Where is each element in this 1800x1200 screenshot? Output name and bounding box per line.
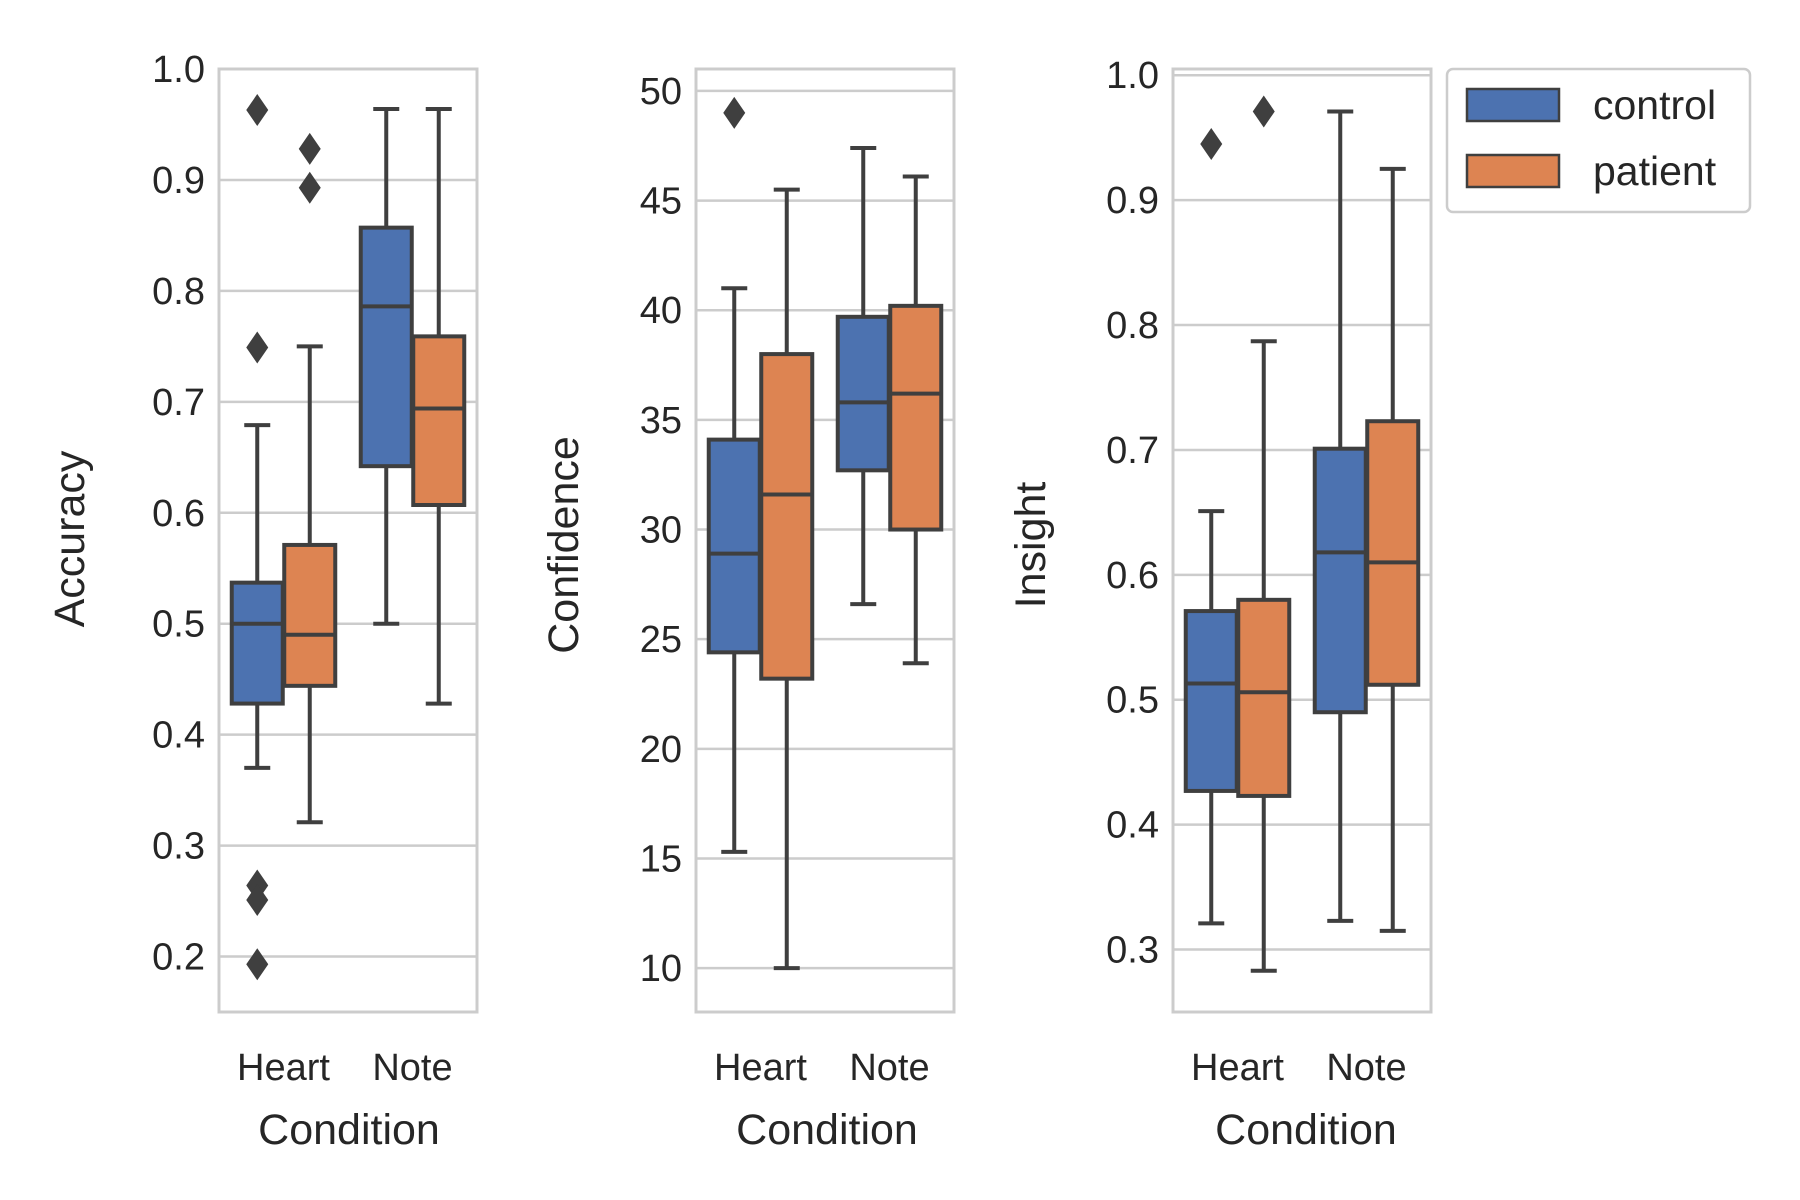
ytick-label-confidence: 45: [640, 181, 682, 223]
ylabel-insight: Insight: [1007, 482, 1055, 609]
box-accuracy-heart-control: [229, 580, 285, 706]
box-insight-note-control: [1312, 446, 1368, 715]
legend-label-patient: patient: [1593, 148, 1717, 194]
ytick-label-accuracy: 0.8: [152, 271, 205, 313]
panel-accuracy: Accuracy Condition 0.2 0.3 0.4 0.5 0.6 0.7 0.8…: [46, 49, 479, 1154]
ytick-label-accuracy: 0.4: [152, 715, 205, 757]
box-insight-note-patient: [1365, 419, 1421, 687]
ytick-label-confidence: 35: [640, 400, 682, 442]
xtick-label-insight: Heart: [1191, 1047, 1284, 1089]
box-accuracy-note-control: [358, 225, 414, 469]
xtick-label-insight: Note: [1326, 1047, 1406, 1089]
plot-frame-accuracy: [217, 67, 479, 1014]
ylabel-accuracy: Accuracy: [46, 450, 94, 627]
xtick-label-confidence: Note: [849, 1047, 929, 1089]
legend-swatch-patient: [1465, 153, 1561, 189]
ytick-label-confidence: 10: [640, 948, 682, 990]
outlier-accuracy-heart-control: [246, 94, 269, 127]
ytick-label-insight: 0.7: [1106, 430, 1159, 472]
xlabel-accuracy: Condition: [258, 1106, 440, 1154]
ytick-label-insight: 0.9: [1106, 180, 1159, 222]
ytick-label-accuracy: 0.6: [152, 493, 205, 535]
ytick-label-insight: 1.0: [1106, 55, 1159, 97]
box-confidence-note-patient: [888, 303, 944, 532]
outlier-insight-heart-patient: [1252, 95, 1275, 128]
box-insight-heart-control: [1183, 609, 1239, 793]
ytick-label-insight: 0.5: [1106, 680, 1159, 722]
ytick-label-confidence: 20: [640, 729, 682, 771]
ylabel-confidence: Confidence: [540, 436, 588, 654]
box-confidence-heart-control: [706, 437, 762, 655]
ytick-label-accuracy: 0.5: [152, 604, 205, 646]
xtick-label-accuracy: Heart: [237, 1047, 330, 1089]
ytick-label-confidence: 15: [640, 838, 682, 880]
xtick-label-confidence: Heart: [714, 1047, 807, 1089]
ytick-label-insight: 0.3: [1106, 930, 1159, 972]
box-accuracy-note-patient: [411, 334, 467, 507]
ytick-label-insight: 0.8: [1106, 305, 1159, 347]
xtick-label-accuracy: Note: [372, 1047, 452, 1089]
legend: control patient: [1445, 67, 1752, 214]
legend-label-control: control: [1593, 82, 1716, 128]
ytick-label-confidence: 50: [640, 71, 682, 113]
outlier-accuracy-heart-control: [246, 883, 269, 916]
ytick-label-confidence: 30: [640, 510, 682, 552]
outlier-accuracy-heart-control: [246, 948, 269, 981]
box-confidence-heart-patient: [759, 352, 815, 681]
box-accuracy-heart-patient: [282, 542, 338, 688]
ytick-label-accuracy: 0.9: [152, 160, 205, 202]
ytick-label-accuracy: 0.3: [152, 826, 205, 868]
xlabel-insight: Condition: [1215, 1106, 1397, 1154]
plot-frame-confidence: [694, 67, 956, 1014]
outlier-confidence-heart-control: [723, 96, 746, 129]
panel-insight: Insight Condition 0.3 0.4 0.5 0.6 0.7 0.8 0.9 1…: [1007, 55, 1433, 1154]
ytick-label-accuracy: 0.7: [152, 382, 205, 424]
outlier-insight-heart-control: [1200, 127, 1223, 160]
outlier-accuracy-heart-control: [246, 331, 269, 364]
ytick-label-insight: 0.4: [1106, 805, 1159, 847]
ytick-label-accuracy: 0.2: [152, 937, 205, 979]
box-insight-heart-patient: [1236, 597, 1292, 798]
outlier-accuracy-heart-patient: [298, 132, 321, 165]
ytick-label-accuracy: 1.0: [152, 49, 205, 91]
ytick-label-insight: 0.6: [1106, 555, 1159, 597]
ytick-label-confidence: 40: [640, 290, 682, 332]
xlabel-confidence: Condition: [736, 1106, 918, 1154]
plot-frame-insight: [1171, 67, 1433, 1014]
box-confidence-note-control: [835, 314, 891, 473]
legend-swatch-control: [1465, 87, 1561, 123]
outlier-accuracy-heart-patient: [298, 171, 321, 204]
ytick-label-confidence: 25: [640, 619, 682, 661]
panel-confidence: Confidence Condition 10 15 20 25 30 35 40 45 50 H…: [540, 67, 956, 1154]
